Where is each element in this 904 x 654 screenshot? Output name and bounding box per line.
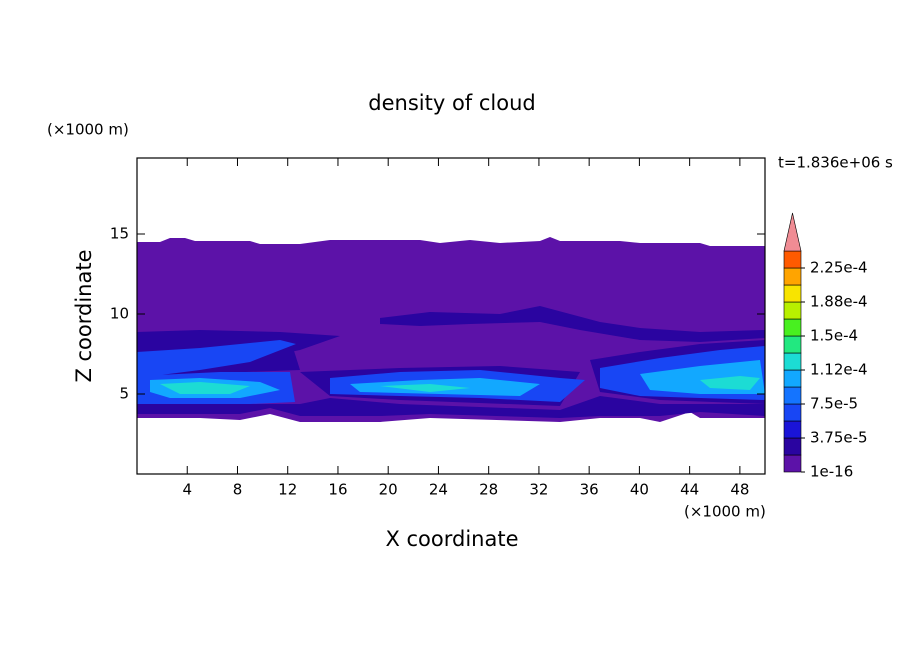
- contour-field: [137, 237, 765, 422]
- colorbar-tick-label: 2.25e-4: [810, 259, 868, 277]
- colorbar-box: [783, 301, 802, 320]
- colorbar-tick-label: 1.88e-4: [810, 293, 868, 311]
- colorbar-tick-label: 1.5e-4: [810, 327, 858, 345]
- colorbar-box: [783, 352, 802, 371]
- x-tick-label: 8: [233, 481, 243, 499]
- colorbar-box: [783, 250, 802, 269]
- x-tick-label: 24: [429, 481, 448, 499]
- y-tick-label: 5: [119, 385, 129, 403]
- x-tick-label: 16: [328, 481, 347, 499]
- field-region: [137, 340, 765, 404]
- colorbar-box: [783, 437, 802, 456]
- colorbar-box: [783, 335, 802, 354]
- colorbar-box: [783, 369, 802, 388]
- colorbar-tick-label: 1e-16: [810, 463, 853, 481]
- x-tick-label: 28: [479, 481, 498, 499]
- colorbar-tick-label: 7.5e-5: [810, 395, 858, 413]
- x-tick-label: 48: [730, 481, 749, 499]
- colorbar-box: [783, 386, 802, 405]
- colorbar-box: [783, 454, 802, 473]
- annotation: t=1.836e+06 s: [778, 154, 893, 172]
- x-tick-label: 40: [630, 481, 649, 499]
- colorbar-box: [783, 284, 802, 303]
- y-tick-label: 10: [110, 305, 129, 323]
- x-tick-label: 12: [278, 481, 297, 499]
- x-axis-label: X coordinate: [385, 527, 518, 551]
- x-tick-label: 32: [529, 481, 548, 499]
- chart-title: density of cloud: [368, 91, 535, 115]
- y-unit: (×1000 m): [47, 121, 129, 139]
- colorbar-tick-label: 1.12e-4: [810, 361, 868, 379]
- field-region: [137, 306, 765, 418]
- y-axis-label: Z coordinate: [72, 249, 96, 382]
- x-tick-label: 20: [379, 481, 398, 499]
- colorbar-box: [783, 318, 802, 337]
- y-tick-label: 15: [110, 225, 129, 243]
- colorbar-extension: [783, 212, 802, 252]
- x-tick-label: 44: [680, 481, 699, 499]
- plot-frame: [136, 157, 766, 475]
- x-tick-label: 36: [580, 481, 599, 499]
- colorbar-tick-label: 3.75e-5: [810, 429, 868, 447]
- colorbar-box: [783, 267, 802, 286]
- x-tick-label: 4: [182, 481, 192, 499]
- field-region: [160, 376, 760, 394]
- colorbar-box: [783, 403, 802, 422]
- colorbar-box: [783, 420, 802, 439]
- x-unit: (×1000 m): [684, 503, 766, 521]
- field-region: [150, 360, 765, 398]
